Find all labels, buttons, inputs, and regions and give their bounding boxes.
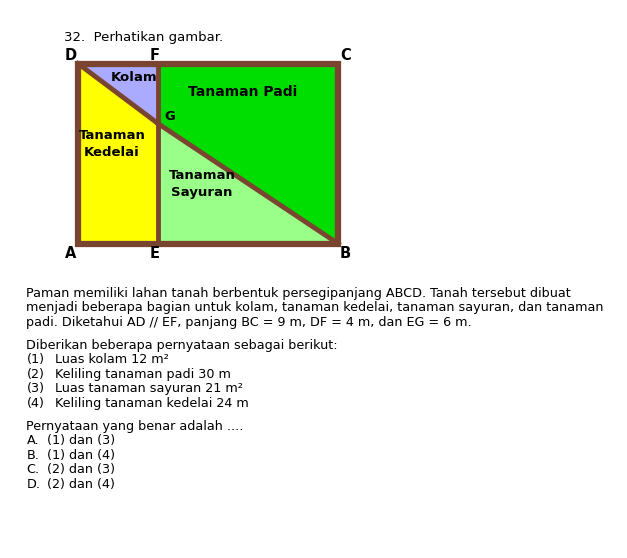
Text: padi. Diketahui AD // EF, panjang BC = 9 m, DF = 4 m, dan EG = 6 m.: padi. Diketahui AD // EF, panjang BC = 9…: [26, 316, 472, 329]
Text: E: E: [150, 246, 160, 261]
Text: Keliling tanaman kedelai 24 m: Keliling tanaman kedelai 24 m: [55, 397, 249, 410]
Text: Luas kolam 12 m²: Luas kolam 12 m²: [55, 353, 169, 367]
Text: menjadi beberapa bagian untuk kolam, tanaman kedelai, tanaman sayuran, dan tanam: menjadi beberapa bagian untuk kolam, tan…: [26, 301, 604, 314]
Text: D.: D.: [26, 478, 40, 490]
Text: A.: A.: [26, 434, 39, 448]
Bar: [78, 64, 339, 244]
Text: Tanaman
Sayuran: Tanaman Sayuran: [169, 169, 236, 199]
Text: (3): (3): [26, 382, 45, 395]
Text: F: F: [150, 48, 160, 63]
Text: B.: B.: [26, 449, 40, 462]
Text: A: A: [65, 246, 76, 261]
Text: D: D: [65, 48, 77, 63]
Text: 32.  Perhatikan gambar.: 32. Perhatikan gambar.: [64, 31, 223, 44]
Polygon shape: [78, 64, 158, 124]
Text: Luas tanaman sayuran 21 m²: Luas tanaman sayuran 21 m²: [55, 382, 243, 395]
Text: (1) dan (3): (1) dan (3): [47, 434, 115, 448]
Text: (2): (2): [26, 368, 45, 381]
Polygon shape: [78, 64, 158, 244]
Text: Pernyataan yang benar adalah ....: Pernyataan yang benar adalah ....: [26, 420, 244, 433]
Text: (2) dan (4): (2) dan (4): [47, 478, 115, 490]
Text: B: B: [340, 246, 351, 261]
Text: (2) dan (3): (2) dan (3): [47, 463, 115, 476]
Text: Paman memiliki lahan tanah berbentuk persegipanjang ABCD. Tanah tersebut dibuat: Paman memiliki lahan tanah berbentuk per…: [26, 287, 571, 300]
Text: Keliling tanaman padi 30 m: Keliling tanaman padi 30 m: [55, 368, 231, 381]
Text: C: C: [340, 48, 350, 63]
Text: (1) dan (4): (1) dan (4): [47, 449, 115, 462]
Text: Diberikan beberapa pernyataan sebagai berikut:: Diberikan beberapa pernyataan sebagai be…: [26, 339, 338, 352]
Text: (1): (1): [26, 353, 45, 367]
Polygon shape: [158, 64, 339, 244]
Text: G: G: [164, 110, 175, 123]
Text: Tanaman Padi: Tanaman Padi: [187, 85, 297, 99]
Text: C.: C.: [26, 463, 40, 476]
Polygon shape: [158, 124, 339, 244]
Text: Kolam: Kolam: [111, 71, 157, 84]
Text: Tanaman
Kedelai: Tanaman Kedelai: [78, 129, 145, 158]
Text: (4): (4): [26, 397, 45, 410]
